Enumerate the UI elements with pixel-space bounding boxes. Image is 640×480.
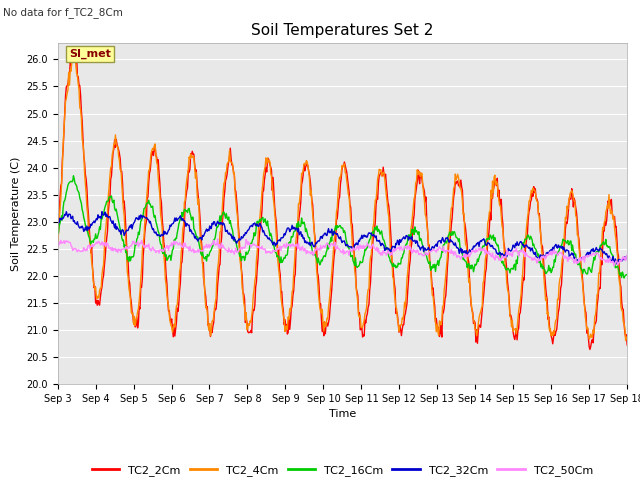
TC2_2Cm [429,285,437,291]
TC2_16Cm [429,262,437,267]
TC2_4Cm [413,178,420,184]
TC2_16Cm [54,230,61,236]
TC2_32Cm [124,228,131,233]
TC2_50Cm [64,239,72,244]
TC2_32Cm [98,209,106,215]
TC2_2Cm [64,81,72,87]
TC2_50Cm [610,263,618,268]
TC2_16Cm [413,228,420,233]
TC2_4Cm [54,244,61,250]
Y-axis label: Soil Temperature (C): Soil Temperature (C) [11,156,20,271]
TC2_16Cm [181,207,189,213]
TC2_2Cm [54,237,61,243]
TC2_16Cm [211,235,219,240]
TC2_4Cm [622,337,630,343]
TC2_50Cm [214,236,221,242]
TC2_4Cm [623,334,631,339]
Text: No data for f_TC2_8Cm: No data for f_TC2_8Cm [3,7,123,18]
TC2_2Cm [70,46,78,52]
TC2_32Cm [413,238,420,244]
TC2_2Cm [413,184,420,190]
TC2_2Cm [586,347,594,352]
TC2_50Cm [413,250,420,255]
TC2_16Cm [620,275,628,281]
TC2_4Cm [64,88,72,94]
TC2_50Cm [429,247,437,252]
TC2_4Cm [211,300,219,305]
TC2_50Cm [180,243,188,249]
TC2_2Cm [623,342,631,348]
Line: TC2_50Cm: TC2_50Cm [58,239,627,265]
TC2_32Cm [429,244,437,250]
TC2_16Cm [124,257,131,263]
TC2_2Cm [124,257,131,263]
Line: TC2_16Cm: TC2_16Cm [58,176,627,278]
X-axis label: Time: Time [329,409,356,419]
Text: SI_met: SI_met [69,49,111,59]
TC2_4Cm [71,50,79,56]
TC2_50Cm [211,239,218,245]
Legend: TC2_2Cm, TC2_4Cm, TC2_16Cm, TC2_32Cm, TC2_50Cm: TC2_2Cm, TC2_4Cm, TC2_16Cm, TC2_32Cm, TC… [87,461,598,480]
TC2_32Cm [181,219,189,225]
Line: TC2_4Cm: TC2_4Cm [58,53,627,340]
TC2_2Cm [211,306,219,312]
TC2_32Cm [54,222,61,228]
TC2_4Cm [181,198,189,204]
Line: TC2_32Cm: TC2_32Cm [58,212,627,264]
TC2_32Cm [64,214,72,220]
TC2_50Cm [623,252,631,258]
Title: Soil Temperatures Set 2: Soil Temperatures Set 2 [252,23,433,38]
Line: TC2_2Cm: TC2_2Cm [58,49,627,349]
TC2_32Cm [614,261,621,267]
TC2_32Cm [211,222,219,228]
TC2_4Cm [429,293,437,299]
TC2_16Cm [623,272,631,278]
TC2_16Cm [70,173,77,179]
TC2_2Cm [181,200,189,206]
TC2_50Cm [123,245,131,251]
TC2_16Cm [64,182,72,188]
TC2_4Cm [124,269,131,275]
TC2_32Cm [623,253,631,259]
TC2_50Cm [54,241,61,247]
